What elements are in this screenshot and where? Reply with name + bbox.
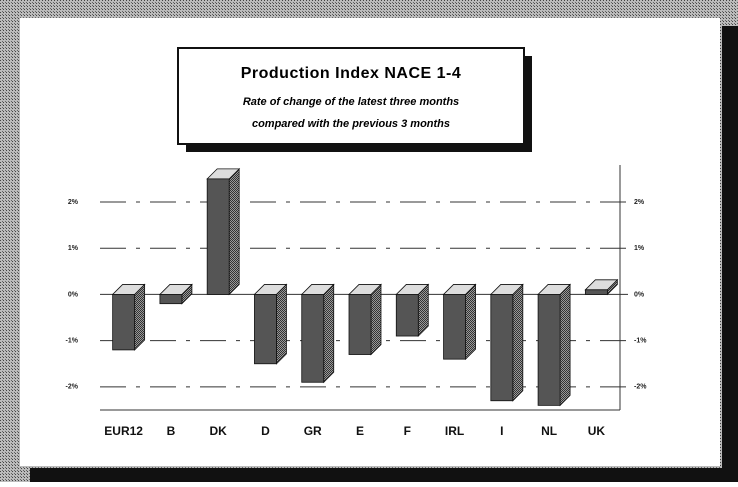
- y-tick-label: 0%: [634, 291, 645, 298]
- bar: [395, 294, 419, 337]
- bar-side: [276, 283, 287, 365]
- bar: [348, 294, 372, 355]
- chart-subtitle: compared with the previous 3 months: [252, 118, 450, 130]
- y-tick-label: -1%: [634, 338, 647, 345]
- frame-shadow: [30, 468, 738, 482]
- y-tick-label: 1%: [634, 245, 645, 252]
- frame-shadow: [722, 26, 738, 482]
- bar: [206, 178, 230, 295]
- bar-side: [370, 283, 382, 356]
- bar: [584, 289, 608, 295]
- bar-side: [559, 283, 571, 407]
- y-tick-label: 2%: [68, 199, 79, 206]
- x-tick-label: DK: [210, 424, 228, 438]
- x-tick-label: E: [356, 424, 364, 438]
- bar: [112, 294, 136, 351]
- y-tick-label: -2%: [634, 384, 647, 391]
- bar-side: [134, 283, 146, 351]
- y-tick-label: -1%: [66, 338, 79, 345]
- bar: [443, 294, 466, 360]
- x-tick-label: IRL: [445, 424, 464, 438]
- y-tick-label: 0%: [68, 291, 79, 298]
- y-tick-label: 2%: [634, 199, 645, 206]
- x-tick-label: D: [261, 424, 270, 438]
- y-tick-label: 1%: [68, 245, 79, 252]
- bar-side: [512, 283, 524, 402]
- bar-side: [228, 167, 240, 296]
- x-tick-label: I: [500, 424, 503, 438]
- y-tick-label: -2%: [66, 384, 79, 391]
- bar-side: [465, 283, 476, 361]
- x-tick-label: F: [404, 424, 411, 438]
- bar: [301, 294, 325, 383]
- x-tick-label: EUR12: [104, 424, 143, 438]
- x-tick-label: B: [167, 424, 176, 438]
- bar: [537, 294, 561, 406]
- bar: [159, 294, 183, 305]
- x-tick-label: UK: [588, 424, 606, 438]
- x-tick-label: NL: [541, 424, 557, 438]
- x-tick-label: GR: [304, 424, 322, 438]
- bar: [254, 294, 277, 365]
- chart-subtitle: Rate of change of the latest three month…: [243, 96, 459, 108]
- bar-side: [323, 283, 335, 384]
- title-box: [177, 47, 525, 145]
- bar: [490, 294, 514, 402]
- chart-title: Production Index NACE 1-4: [241, 65, 462, 82]
